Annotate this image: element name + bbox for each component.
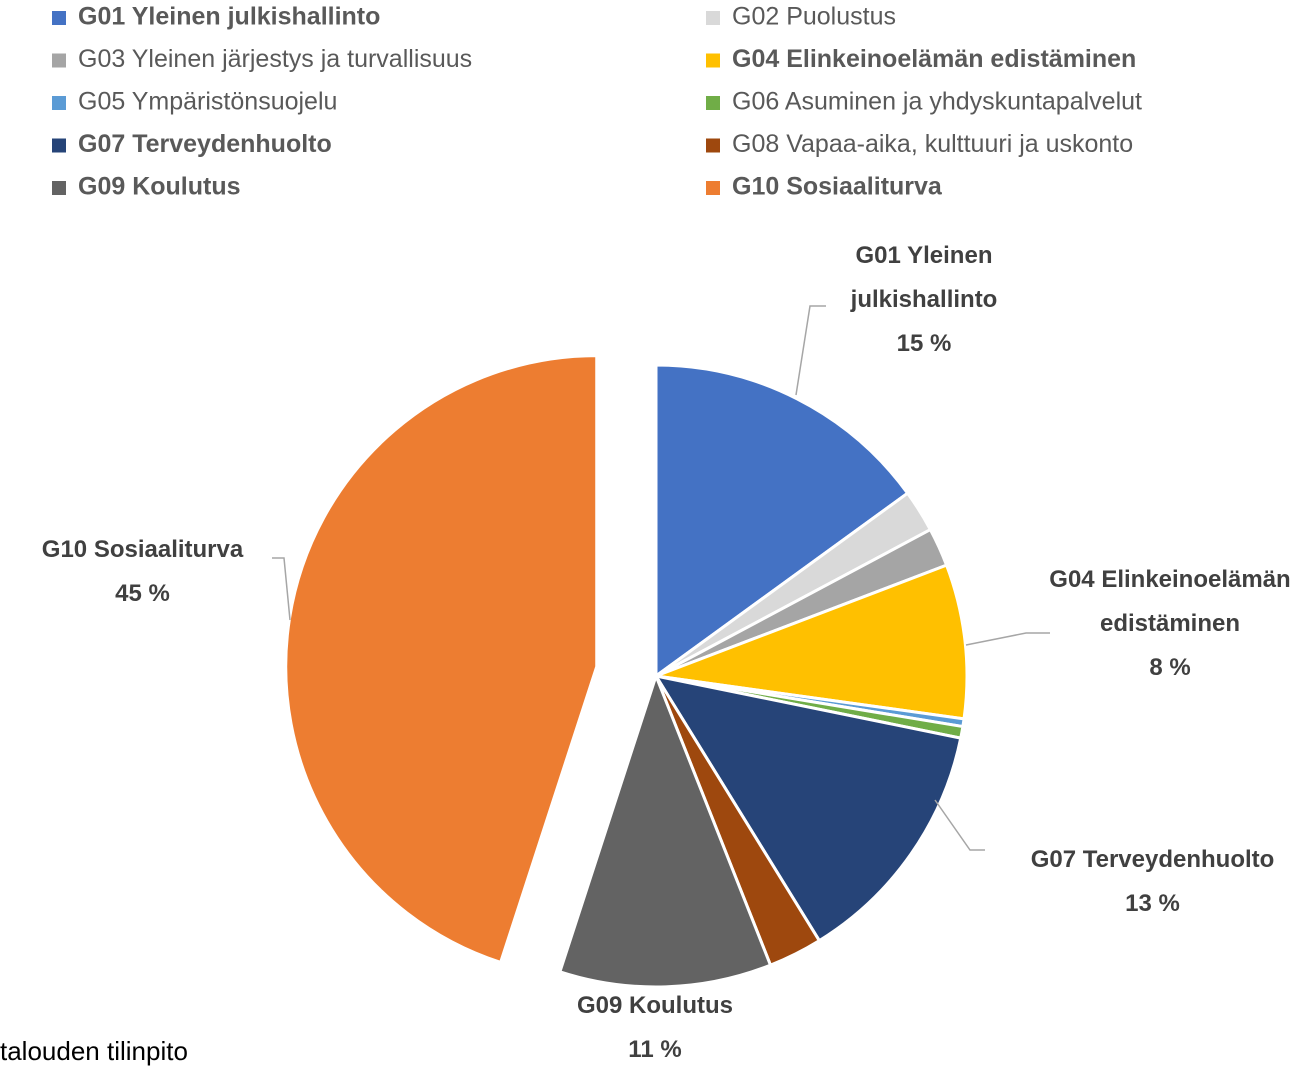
data-label-group: G07 Terveydenhuolto 13 %	[990, 838, 1315, 926]
legend-label: G06 Asuminen ja yhdyskuntapalvelut	[732, 88, 1142, 116]
data-label-value: 11 %	[628, 1036, 682, 1063]
legend-label: G09 Koulutus	[78, 173, 241, 201]
data-label-group: G04 Elinkeinoelämän edistäminen 8 %	[1040, 558, 1300, 690]
legend-swatch	[52, 181, 66, 195]
data-label-name: G04 Elinkeinoelämän edistäminen	[1049, 566, 1291, 637]
pie-slice	[654, 363, 910, 679]
legend-swatch	[706, 181, 720, 195]
data-label-value: 8 %	[1149, 654, 1191, 681]
pie-slice	[655, 563, 969, 721]
legend-label: G10 Sosiaaliturva	[732, 173, 943, 201]
pie-slice	[652, 673, 963, 943]
legend-swatch	[706, 138, 720, 153]
footer-text: talouden tilinpito	[0, 1036, 188, 1066]
legend-swatch	[52, 53, 66, 68]
data-label-name: G09 Koulutus	[576, 992, 733, 1019]
leader-line	[272, 557, 291, 621]
legend-swatch	[52, 11, 66, 25]
data-label-name: G07 Terveydenhuolto	[1030, 846, 1275, 873]
data-label-group: G01 Yleinen julkishallinto 15 %	[814, 234, 1034, 366]
legend-label: G07 Terveydenhuolto	[78, 130, 332, 158]
data-label-value: 15 %	[896, 330, 952, 357]
pie-slice	[284, 354, 599, 965]
data-label-group: G10 Sosiaaliturva 45 %	[10, 528, 275, 616]
leader-line	[795, 305, 826, 396]
data-label-value: 45 %	[115, 580, 170, 607]
legend-swatch	[706, 11, 720, 25]
leader-line	[965, 632, 1050, 646]
legend-swatch	[52, 138, 66, 153]
leader-line	[934, 799, 985, 851]
data-label-name: G10 Sosiaaliturva	[41, 536, 244, 563]
data-label-value: 13 %	[1125, 890, 1180, 917]
legend-label: G01 Yleinen julkishallinto	[78, 3, 380, 31]
pie-slice	[558, 671, 773, 989]
data-label-name: G01 Yleinen julkishallinto	[850, 242, 998, 313]
legend-label: G02 Puolustus	[732, 3, 896, 31]
legend-label: G03 Yleinen järjestys ja turvallisuus	[78, 45, 472, 73]
data-label-group: G09 Koulutus 11 %	[540, 984, 770, 1072]
legend-swatch	[706, 96, 720, 110]
legend-label: G05 Ympäristönsuojelu	[78, 88, 337, 116]
legend-label: G04 Elinkeinoelämän edistäminen	[732, 45, 1136, 73]
legend-label: G08 Vapaa-aika, kulttuuri ja uskonto	[732, 130, 1133, 158]
legend-swatch	[706, 53, 720, 68]
legend-swatch	[52, 96, 66, 110]
